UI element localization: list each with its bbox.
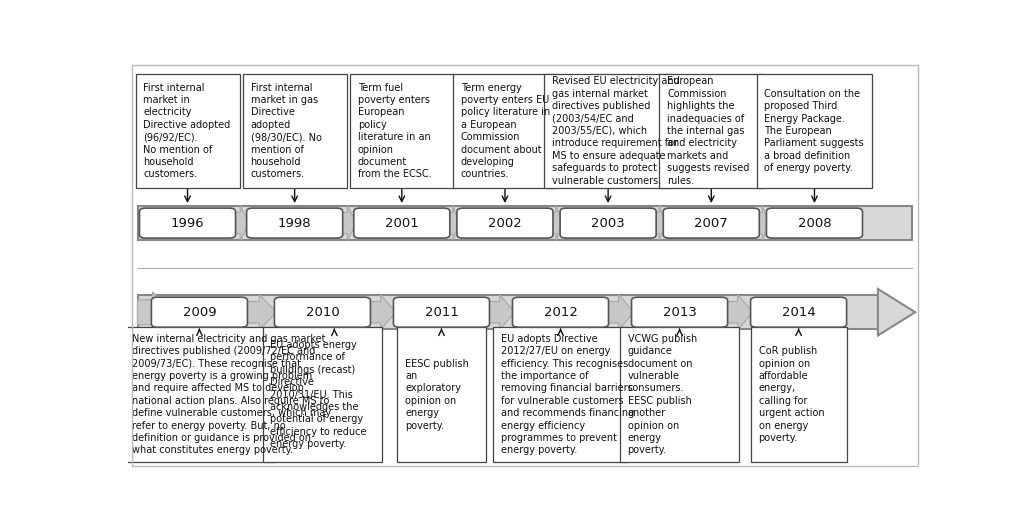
FancyBboxPatch shape <box>124 327 275 462</box>
Polygon shape <box>725 295 753 330</box>
Text: CoR publish
opinion on
affordable
energy,
calling for
urgent action
on energy
po: CoR publish opinion on affordable energy… <box>759 346 824 443</box>
Text: 1996: 1996 <box>171 217 205 230</box>
Text: First internal
market in
electricity
Directive adopted
(96/92/EC).
No mention of: First internal market in electricity Dir… <box>143 83 230 179</box>
Text: 2009: 2009 <box>182 306 216 319</box>
Polygon shape <box>606 295 634 330</box>
Text: First internal
market in gas
Directive
adopted
(98/30/EC). No
mention of
househo: First internal market in gas Directive a… <box>251 83 322 179</box>
Polygon shape <box>757 206 769 240</box>
FancyBboxPatch shape <box>620 327 739 462</box>
FancyBboxPatch shape <box>453 74 557 188</box>
Text: 2012: 2012 <box>544 306 578 319</box>
FancyBboxPatch shape <box>766 208 862 238</box>
FancyBboxPatch shape <box>560 208 656 238</box>
Text: EU adopts Directive
2012/27/EU on energy
efficiency. This recognises
the importa: EU adopts Directive 2012/27/EU on energy… <box>501 334 634 456</box>
Text: Revised EU electricity and
gas internal market
directives published
(2003/54/EC : Revised EU electricity and gas internal … <box>552 76 680 186</box>
Text: Term energy
poverty enters EU
policy literature in
a European
Commission
documen: Term energy poverty enters EU policy lit… <box>461 83 550 179</box>
Text: New internal electricity and gas market
directives published (2009/72/EC and
200: New internal electricity and gas market … <box>131 334 331 456</box>
FancyBboxPatch shape <box>139 208 236 238</box>
FancyBboxPatch shape <box>544 74 672 188</box>
FancyBboxPatch shape <box>493 327 629 462</box>
FancyBboxPatch shape <box>274 297 371 327</box>
Text: 2008: 2008 <box>798 217 831 230</box>
FancyBboxPatch shape <box>152 297 248 327</box>
FancyBboxPatch shape <box>664 208 760 238</box>
Text: EESC publish
an
exploratory
opinion on
energy
poverty.: EESC publish an exploratory opinion on e… <box>406 359 469 431</box>
Text: 2003: 2003 <box>591 217 625 230</box>
Polygon shape <box>551 206 562 240</box>
Text: 2013: 2013 <box>663 306 696 319</box>
FancyBboxPatch shape <box>135 74 240 188</box>
FancyBboxPatch shape <box>137 206 912 240</box>
FancyBboxPatch shape <box>751 327 847 462</box>
FancyBboxPatch shape <box>247 208 343 238</box>
Text: Term fuel
poverty enters
European
policy
literature in an
opinion
document
from : Term fuel poverty enters European policy… <box>357 83 431 179</box>
Polygon shape <box>487 295 515 330</box>
Polygon shape <box>653 206 666 240</box>
Text: European
Commission
highlights the
inadequacies of
the internal gas
and electric: European Commission highlights the inade… <box>668 76 750 186</box>
FancyBboxPatch shape <box>397 327 485 462</box>
Polygon shape <box>245 295 276 330</box>
Polygon shape <box>340 206 356 240</box>
Text: 2011: 2011 <box>425 306 459 319</box>
FancyBboxPatch shape <box>457 208 553 238</box>
Polygon shape <box>447 206 460 240</box>
Text: 2010: 2010 <box>305 306 339 319</box>
FancyBboxPatch shape <box>350 74 454 188</box>
FancyBboxPatch shape <box>751 297 847 327</box>
Polygon shape <box>137 292 171 332</box>
Text: Consultation on the
proposed Third
Energy Package.
The European
Parliament sugge: Consultation on the proposed Third Energ… <box>765 89 864 173</box>
FancyBboxPatch shape <box>393 297 489 327</box>
Text: 2014: 2014 <box>781 306 815 319</box>
Text: VCWG publish
guidance
document on
vulnerable
consumers.
EESC publish
another
opi: VCWG publish guidance document on vulner… <box>628 334 696 456</box>
FancyBboxPatch shape <box>137 295 878 329</box>
FancyBboxPatch shape <box>512 297 608 327</box>
FancyBboxPatch shape <box>757 74 872 188</box>
Text: EU adopts energy
performance of
buildings (recast)
Directive
2010/31/EU. This
ac: EU adopts energy performance of building… <box>270 340 367 449</box>
FancyBboxPatch shape <box>353 208 450 238</box>
Polygon shape <box>878 289 915 336</box>
Polygon shape <box>368 295 396 330</box>
Text: 2007: 2007 <box>694 217 728 230</box>
Text: 2001: 2001 <box>385 217 419 230</box>
Text: 2002: 2002 <box>488 217 522 230</box>
FancyBboxPatch shape <box>659 74 763 188</box>
FancyBboxPatch shape <box>262 327 382 462</box>
FancyBboxPatch shape <box>243 74 347 188</box>
FancyBboxPatch shape <box>632 297 728 327</box>
Polygon shape <box>233 206 249 240</box>
Text: 1998: 1998 <box>278 217 311 230</box>
